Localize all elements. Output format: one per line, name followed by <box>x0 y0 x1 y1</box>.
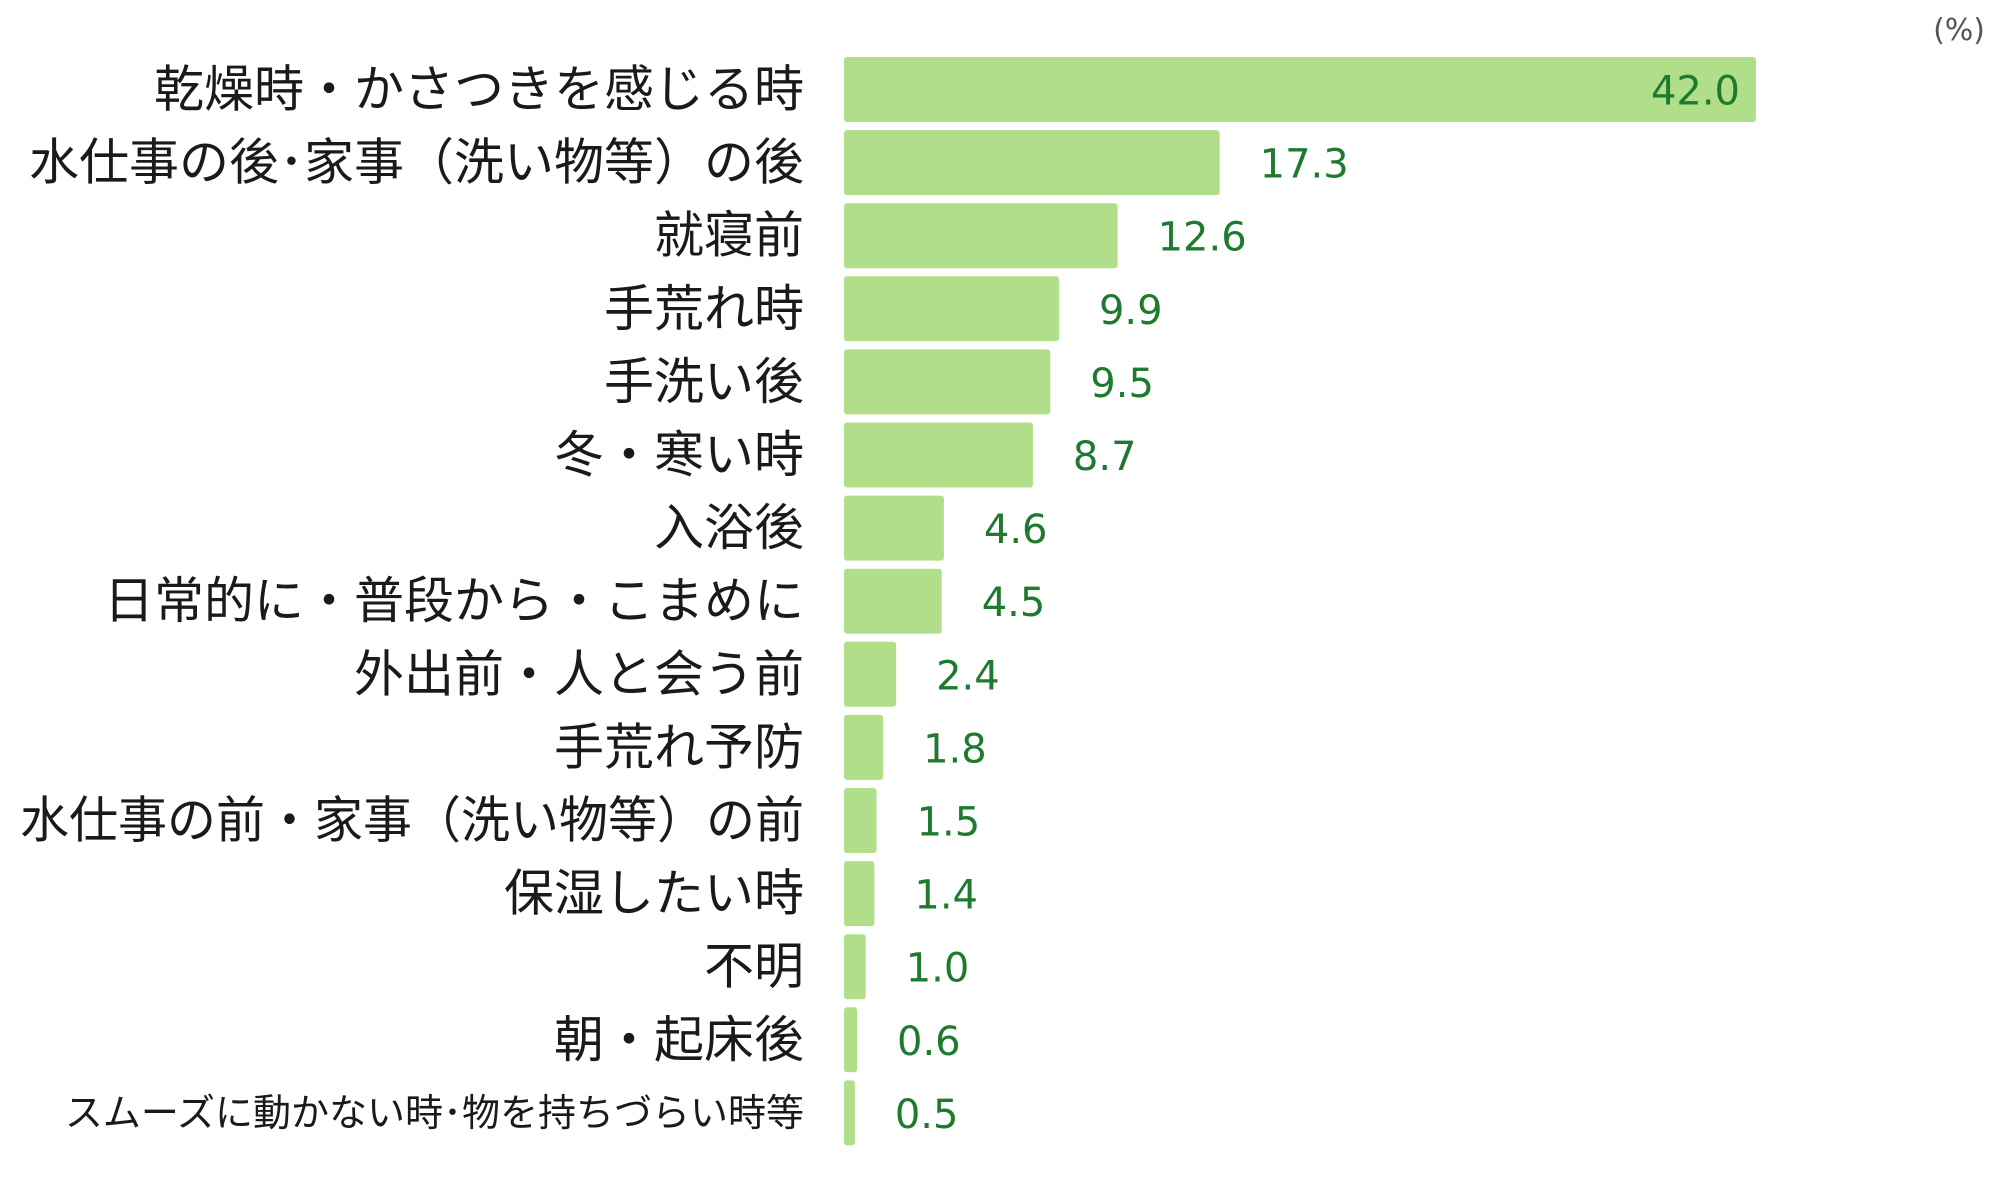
category-label: 冬・寒い時 <box>554 426 804 484</box>
value-label: 12.6 <box>1158 215 1247 261</box>
bar <box>844 349 1051 415</box>
value-label: 1.4 <box>914 873 978 919</box>
category-labels-group: 乾燥時・かさつきを感じる時水仕事の後･家事（洗い物等）の後就寝前手荒れ時手洗い後… <box>20 61 804 1135</box>
bar <box>844 422 1033 488</box>
bar <box>844 788 877 853</box>
bar <box>844 568 942 634</box>
category-label: 水仕事の前・家事（洗い物等）の前 <box>20 792 804 850</box>
category-label: スムーズに動かない時･物を持ちづらい時等 <box>65 1091 804 1135</box>
bar <box>844 641 897 707</box>
value-label: 0.5 <box>895 1092 959 1138</box>
value-label: 2.4 <box>936 653 1000 699</box>
bar <box>844 203 1118 269</box>
value-label: 8.7 <box>1073 434 1137 480</box>
category-label: 入浴後 <box>654 499 804 557</box>
category-label: 朝・起床後 <box>554 1011 804 1069</box>
value-label: 0.6 <box>897 1019 961 1065</box>
category-label: 手荒れ予防 <box>554 718 804 776</box>
category-label: 乾燥時・かさつきを感じる時 <box>154 61 804 119</box>
value-label: 4.6 <box>984 507 1048 553</box>
category-label: 不明 <box>704 938 804 996</box>
bars-group <box>844 57 1756 1146</box>
bar <box>844 57 1756 122</box>
category-label: 手洗い後 <box>604 353 804 411</box>
bar <box>844 714 884 780</box>
value-labels-group: 42.0 17.3 12.6 9.9 9.5 8.7 4.6 4.5 2.4 1.8 1.5 1.4 1… <box>895 69 1740 1138</box>
category-label: 就寝前 <box>654 207 804 265</box>
category-label: 外出前・人と会う前 <box>354 645 804 703</box>
value-label: 1.8 <box>923 726 987 772</box>
bar <box>844 934 866 1000</box>
value-label: 42.0 <box>1651 69 1740 115</box>
value-label: 1.5 <box>917 800 981 846</box>
bar <box>844 1080 855 1146</box>
value-label: 9.9 <box>1099 288 1163 334</box>
unit-label: (%) <box>1933 13 1985 48</box>
category-label: 日常的に・普段から・こまめに <box>104 572 804 630</box>
value-label: 1.0 <box>906 946 970 992</box>
value-label: 4.5 <box>982 580 1046 626</box>
category-label: 手荒れ時 <box>604 280 804 338</box>
bar <box>844 861 875 927</box>
bar <box>844 495 944 561</box>
value-label: 9.5 <box>1090 361 1154 407</box>
value-label: 17.3 <box>1260 142 1349 188</box>
category-label: 保湿したい時 <box>504 865 804 923</box>
bar <box>844 1007 858 1073</box>
bar <box>844 276 1059 342</box>
category-label: 水仕事の後･家事（洗い物等）の後 <box>29 134 804 192</box>
bar <box>844 130 1220 196</box>
